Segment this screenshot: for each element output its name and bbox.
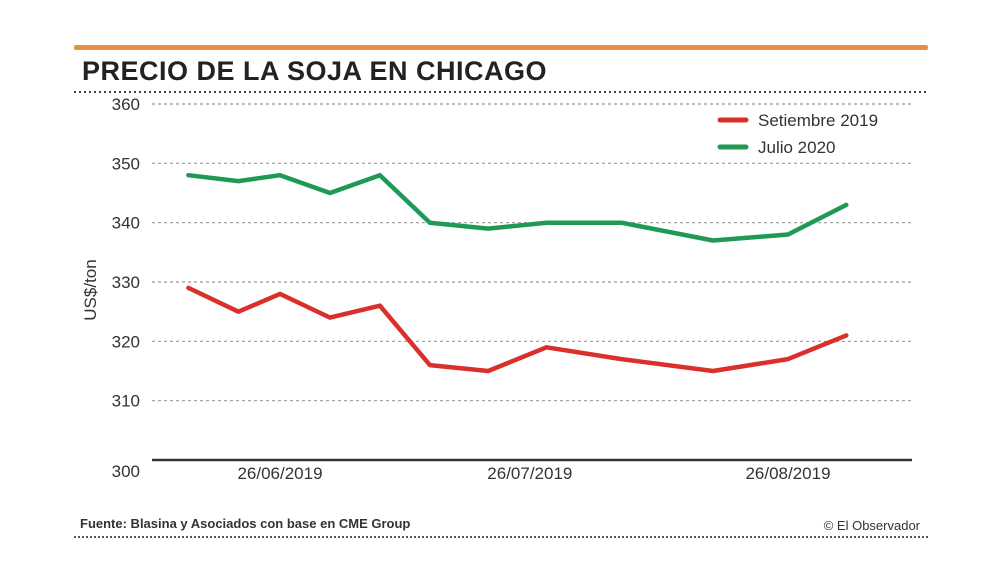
x-tick-label: 26/08/2019 bbox=[745, 464, 830, 483]
y-tick-label: 320 bbox=[112, 332, 140, 351]
credit-note: © El Observador bbox=[823, 518, 920, 533]
x-tick-label: 26/07/2019 bbox=[487, 464, 572, 483]
y-tick-label: 330 bbox=[112, 273, 140, 292]
y-tick-label: 340 bbox=[112, 214, 140, 233]
source-note: Fuente: Blasina y Asociados con base en … bbox=[80, 516, 411, 531]
y-tick-label: 350 bbox=[112, 154, 140, 173]
legend-label: Julio 2020 bbox=[758, 138, 836, 157]
chart-title: PRECIO DE LA SOJA EN CHICAGO bbox=[82, 56, 548, 86]
accent-rule bbox=[74, 45, 928, 50]
y-tick-label: 310 bbox=[112, 392, 140, 411]
legend-label: Setiembre 2019 bbox=[758, 111, 878, 130]
series-line-julio-2020 bbox=[186, 172, 849, 243]
y-axis-label: US$/ton bbox=[81, 259, 100, 320]
y-tick-label: 360 bbox=[112, 95, 140, 114]
y-tick-label: 300 bbox=[112, 462, 140, 481]
x-tick-label: 26/06/2019 bbox=[237, 464, 322, 483]
footer-rule bbox=[74, 536, 928, 538]
series-line-setiembre-2019 bbox=[186, 285, 849, 374]
